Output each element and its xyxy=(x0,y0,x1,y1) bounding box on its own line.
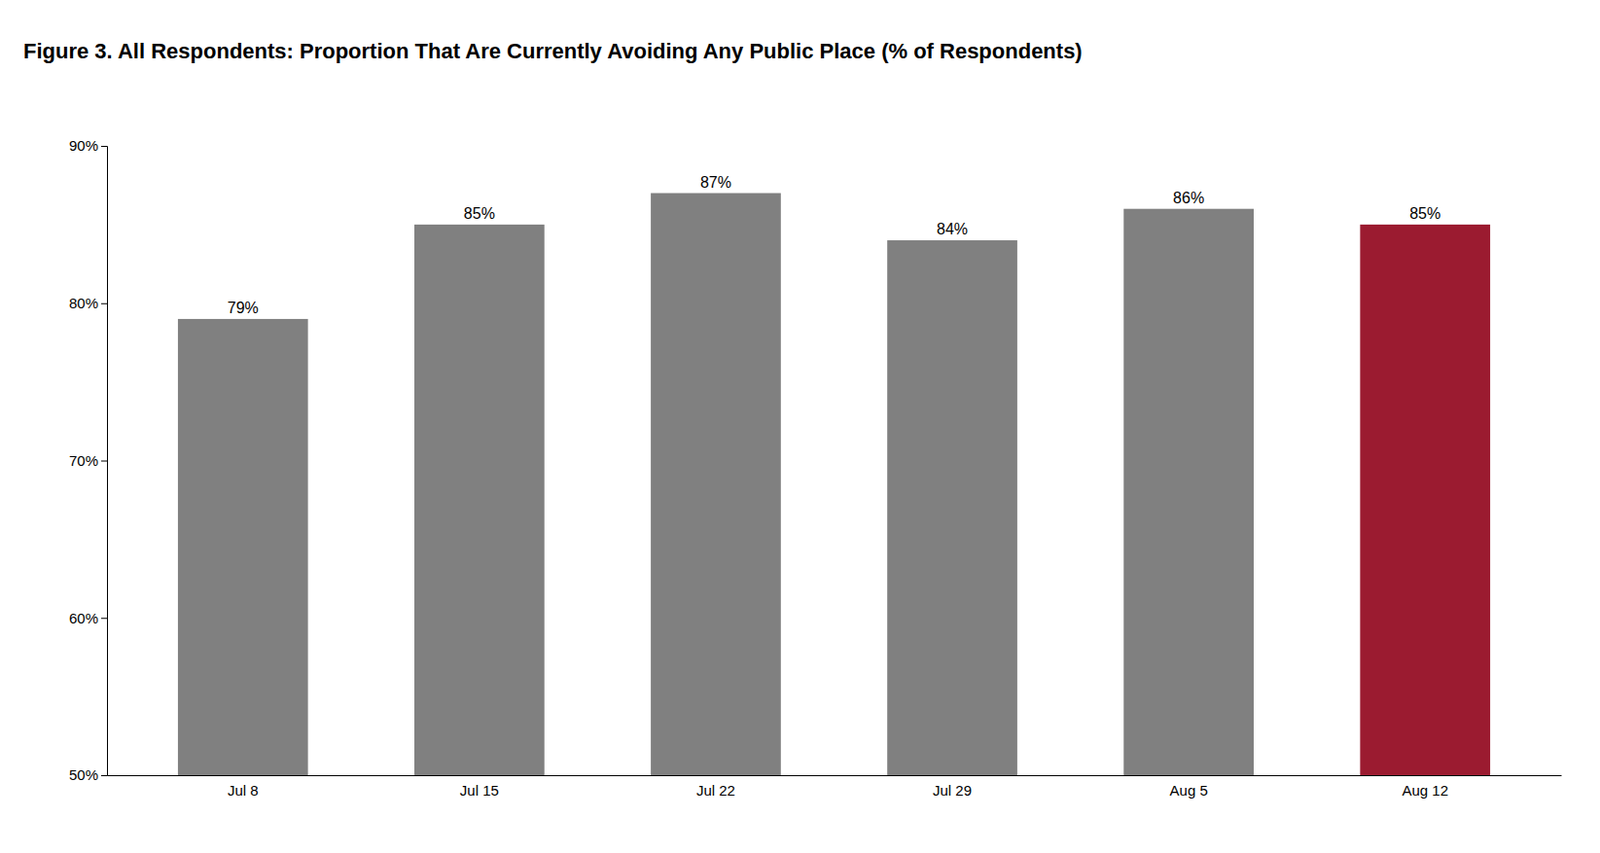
x-tick-label: Aug 12 xyxy=(1401,782,1449,799)
bar xyxy=(177,319,309,776)
bar xyxy=(650,193,782,776)
y-tick-mark xyxy=(101,303,107,305)
x-tick-label: Jul 15 xyxy=(460,782,499,799)
y-tick: 70% xyxy=(69,452,107,469)
bar xyxy=(887,240,1018,776)
bars xyxy=(177,193,1491,776)
x-axis: Jul 8 Jul 15 Jul 22 Jul 29 Aug 5 Aug 12 xyxy=(107,776,1563,799)
y-tick: 90% xyxy=(69,137,107,154)
y-tick-label: 70% xyxy=(69,452,99,469)
bar xyxy=(1359,224,1491,776)
chart: Figure 3. All Respondents: Proportion Th… xyxy=(0,0,1600,853)
y-tick: 50% xyxy=(69,766,107,783)
x-tick: Jul 29 xyxy=(932,782,972,799)
y-tick-mark xyxy=(101,617,107,619)
x-tick: Jul 22 xyxy=(696,782,736,799)
x-tick: Aug 5 xyxy=(1170,782,1209,799)
x-tick-label: Jul 22 xyxy=(696,782,736,799)
data-label: 85% xyxy=(1409,205,1441,222)
y-tick-label: 50% xyxy=(69,766,99,783)
x-tick: Aug 12 xyxy=(1401,782,1449,799)
y-axis-line xyxy=(101,146,108,777)
y-tick-label: 60% xyxy=(69,609,99,627)
x-tick-label: Aug 5 xyxy=(1170,782,1209,799)
y-tick-mark xyxy=(101,461,107,463)
data-label: 87% xyxy=(700,174,732,191)
y-tick-mark xyxy=(101,145,107,147)
y-axis: 50% 60% 70% 80% 90% xyxy=(69,137,108,783)
x-tick-label: Jul 8 xyxy=(227,782,259,799)
x-axis-line xyxy=(107,775,1563,777)
y-tick: 80% xyxy=(69,294,107,312)
y-tick-mark xyxy=(101,775,107,777)
y-tick-label: 90% xyxy=(69,137,99,154)
data-label: 86% xyxy=(1173,189,1205,207)
bar xyxy=(1123,209,1254,776)
y-tick-label: 80% xyxy=(69,294,99,312)
bar xyxy=(414,224,545,776)
data-label: 79% xyxy=(227,299,259,317)
data-label: 85% xyxy=(463,205,496,222)
title: Figure 3. All Respondents: Proportion Th… xyxy=(23,38,1083,64)
x-tick: Jul 15 xyxy=(460,782,499,799)
y-tick: 60% xyxy=(69,609,107,627)
data-labels: 79% 85% 87% 84% 86% 85% xyxy=(227,174,1441,317)
x-tick-label: Jul 29 xyxy=(932,782,972,799)
plot: 79%85%87%84%86%85%50%60%70%80%90%Jul 8Ju… xyxy=(69,137,1563,798)
data-label: 84% xyxy=(936,220,968,238)
x-tick: Jul 8 xyxy=(227,782,259,799)
